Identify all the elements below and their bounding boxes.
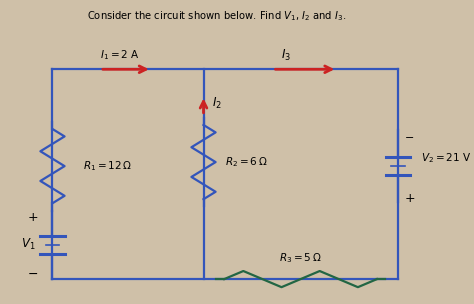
Text: $R_2 = 6\,\Omega$: $R_2 = 6\,\Omega$ [225,155,268,169]
Text: +: + [404,192,415,205]
Text: Consider the circuit shown below. Find $V_1$, $I_2$ and $I_3$.: Consider the circuit shown below. Find $… [87,9,346,22]
Text: $V_1$: $V_1$ [21,237,36,252]
Text: $R_3 = 5\,\Omega$: $R_3 = 5\,\Omega$ [279,251,322,265]
Text: $-$: $-$ [404,131,414,141]
Text: $-$: $-$ [27,267,38,280]
Text: $R_1 = 12\,\Omega$: $R_1 = 12\,\Omega$ [82,159,132,173]
Text: +: + [28,211,38,224]
Text: $I_3$: $I_3$ [281,48,291,63]
Text: $I_2$: $I_2$ [212,96,222,111]
Text: $V_2 = 21$ V: $V_2 = 21$ V [421,151,472,165]
Text: $I_1 = 2$ A: $I_1 = 2$ A [100,48,139,62]
